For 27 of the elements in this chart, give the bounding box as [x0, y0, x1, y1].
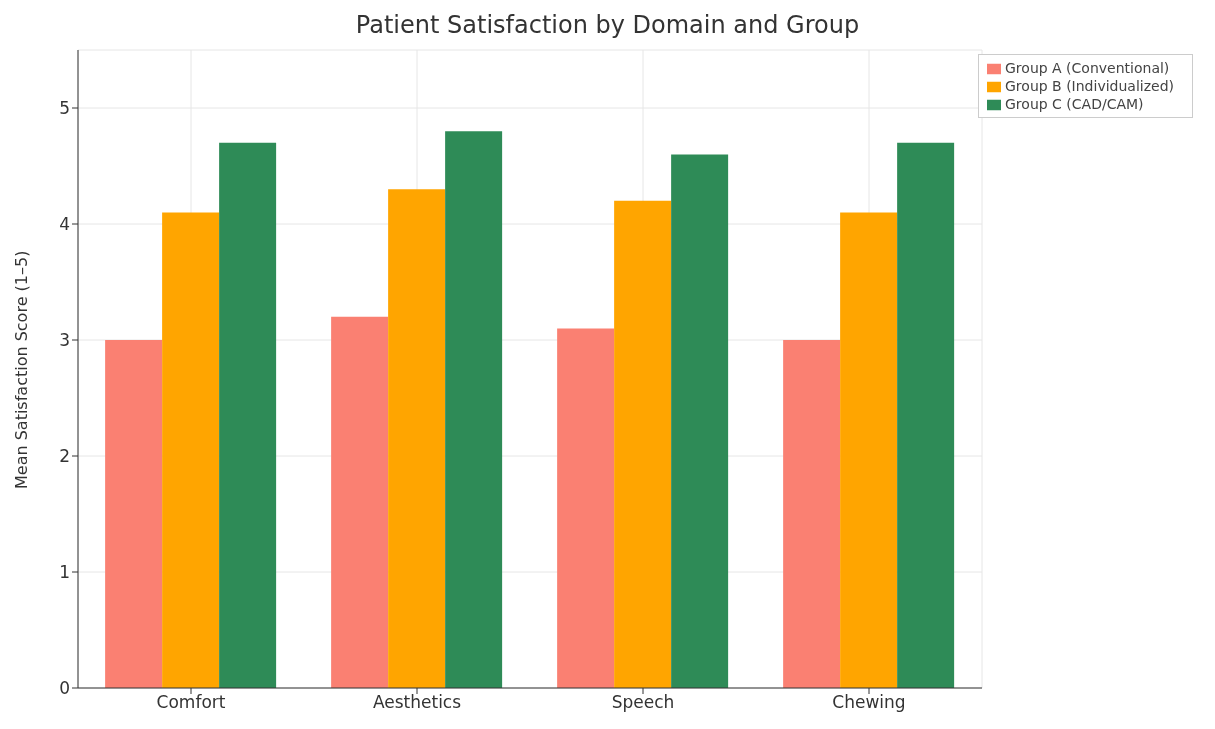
- y-tick-label: 0: [59, 678, 70, 699]
- legend-label: Group A (Conventional): [1005, 60, 1170, 76]
- bar: [614, 200, 672, 688]
- y-tick-label: 5: [59, 98, 70, 119]
- bar: [445, 131, 503, 688]
- bar: [840, 212, 898, 688]
- x-tick-label: Comfort: [156, 692, 226, 713]
- y-tick-label: 3: [59, 330, 70, 351]
- chart-title: Patient Satisfaction by Domain and Group: [354, 10, 861, 41]
- bar: [162, 212, 220, 688]
- y-tick-label: 1: [59, 562, 70, 583]
- x-tick-label: Speech: [611, 692, 675, 713]
- bar: [897, 142, 955, 688]
- legend-label: Group B (Individualized): [1005, 78, 1174, 94]
- bar: [671, 154, 729, 688]
- y-tick-label: 4: [59, 214, 70, 235]
- x-tick-label: Chewing: [832, 692, 906, 713]
- bar: [105, 340, 163, 688]
- x-tick-label: Aesthetics: [372, 692, 462, 713]
- bar: [783, 340, 841, 688]
- bar: [219, 142, 277, 688]
- y-axis-title: Mean Satisfaction Score (1–5): [11, 250, 31, 489]
- y-tick-label: 2: [59, 446, 70, 467]
- bar: [557, 328, 615, 688]
- bar: [388, 189, 446, 688]
- bar: [331, 316, 389, 688]
- legend-label: Group C (CAD/CAM): [1005, 96, 1144, 112]
